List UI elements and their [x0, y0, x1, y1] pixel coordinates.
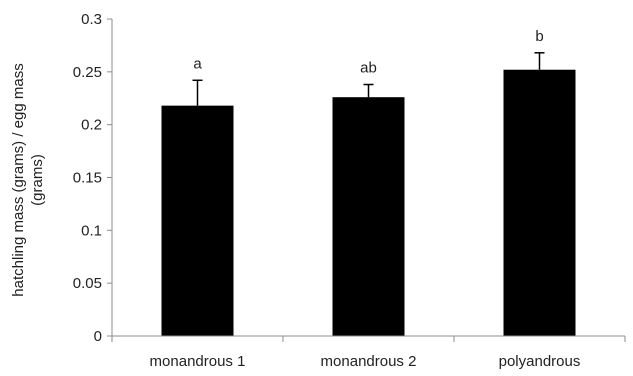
error-bars: [192, 52, 545, 106]
significance-letter: a: [193, 55, 202, 72]
y-tick-label: 0.05: [73, 275, 102, 292]
y-tick-label: 0: [94, 328, 102, 345]
y-axis-title-line-1: hatchling mass (grams) / egg mass: [10, 63, 27, 296]
y-tick-label: 0.2: [81, 117, 102, 134]
y-axis-title: hatchling mass (grams) / egg mass (grams…: [10, 63, 46, 296]
bars: [161, 69, 576, 337]
x-category-label: monandrous 1: [150, 353, 246, 370]
bar-monandrous-1: [161, 105, 234, 336]
significance-letter: ab: [360, 60, 377, 77]
y-tick-label: 0.1: [81, 222, 102, 239]
x-axis-categories: monandrous 1 monandrous 2 polyandrous: [111, 336, 626, 370]
y-tick-label: 0.3: [81, 11, 102, 28]
x-category-label: polyandrous: [499, 353, 581, 370]
bar-monandrous-2: [332, 97, 405, 337]
significance-letters: a ab b: [193, 28, 543, 77]
significance-letter: b: [535, 28, 543, 45]
y-axis-ticks: 0 0.05 0.1 0.15 0.2 0.25 0.3: [73, 11, 112, 345]
bar-polyandrous: [503, 69, 576, 336]
y-tick-label: 0.15: [73, 170, 102, 187]
y-tick-label: 0.25: [73, 64, 102, 81]
y-axis-title-line-2: (grams): [29, 154, 46, 206]
x-category-label: monandrous 2: [321, 353, 417, 370]
